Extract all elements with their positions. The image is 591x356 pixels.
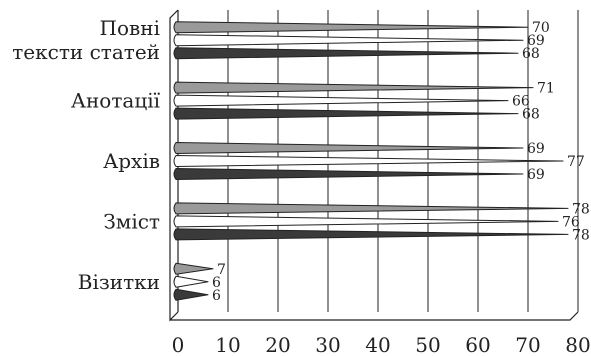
cone-bar (173, 215, 559, 228)
category-label: Архів (103, 149, 160, 173)
data-label: 6 (212, 275, 221, 291)
cone-bar (173, 262, 214, 275)
cone-bar (173, 107, 519, 120)
data-label: 77 (567, 154, 585, 170)
data-label: 68 (522, 107, 540, 123)
data-label: 69 (527, 167, 545, 183)
category-label: Анотації (71, 89, 161, 113)
x-tick-label: 40 (365, 333, 390, 356)
x-tick-label: 30 (315, 333, 340, 356)
x-tick-label: 20 (265, 333, 290, 356)
x-tick-labels: 0 10 20 30 40 50 60 70 80 (172, 333, 591, 356)
data-label: 71 (537, 81, 555, 97)
data-label: 6 (212, 288, 221, 304)
data-label: 69 (527, 141, 545, 157)
cone-bar (173, 155, 564, 167)
data-label: 66 (512, 94, 530, 110)
category-labels: Повні тексти статей Анотації Архів Зміст Візи… (12, 16, 160, 294)
cone-bar (173, 288, 209, 301)
x-tick-label: 70 (515, 333, 540, 356)
x-tick-label: 50 (415, 333, 440, 356)
data-label: 78 (572, 227, 590, 243)
category-label: Повні тексти статей (12, 16, 160, 64)
data-label: 69 (527, 33, 545, 49)
x-tick-label: 10 (215, 333, 240, 356)
data-label: 76 (562, 214, 580, 230)
data-label: 70 (532, 20, 550, 36)
x-tick-label: 0 (172, 333, 185, 356)
cone-bar (173, 34, 524, 47)
category-label: Зміст (103, 209, 160, 233)
cone-bar (173, 202, 569, 215)
cone-bar (173, 94, 509, 107)
bars (173, 21, 569, 301)
category-label: Візитки (78, 270, 160, 294)
cone-bar (173, 168, 524, 180)
cone-bar (173, 81, 534, 94)
x-tick-label: 80 (565, 333, 590, 356)
cone-bar (173, 228, 569, 241)
cone-bar (173, 21, 529, 34)
data-label: 7 (217, 262, 226, 278)
data-label: 78 (572, 201, 590, 217)
data-label: 68 (522, 46, 540, 62)
cone-bar (173, 142, 524, 154)
x-tick-label: 60 (465, 333, 490, 356)
cone-bar (173, 47, 519, 60)
cone-bar (173, 275, 209, 288)
